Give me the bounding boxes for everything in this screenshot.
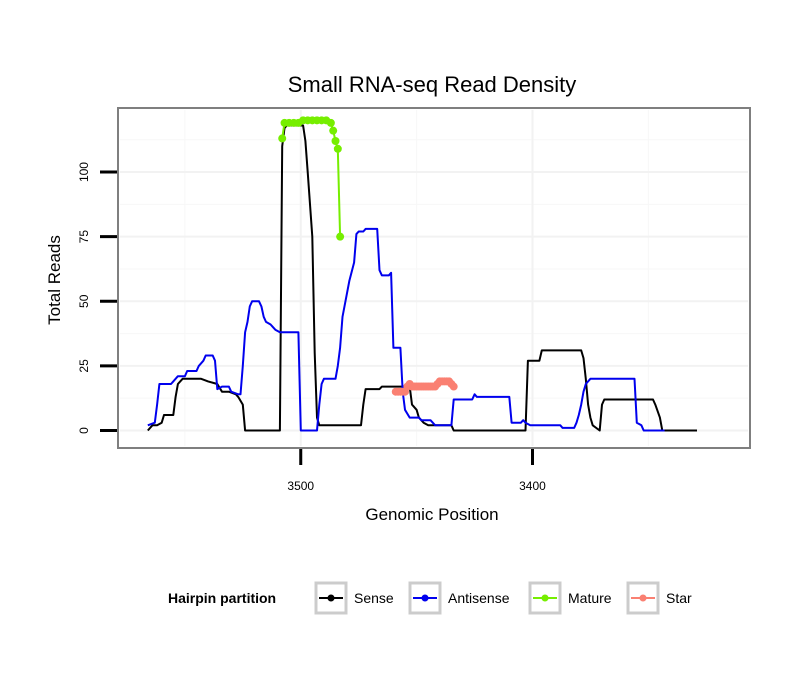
axis-layer: 0 25 50 75 100 3500 3400 xyxy=(77,162,546,493)
mature-point xyxy=(329,126,338,135)
chart-title: Small RNA-seq Read Density xyxy=(288,72,577,97)
legend-label-antisense: Antisense xyxy=(448,590,510,606)
legend-keys: Sense Antisense Mature Star xyxy=(314,581,692,615)
legend: Hairpin partition Sense Antisense Mature St… xyxy=(168,581,692,615)
sense-series-line xyxy=(147,124,697,432)
y-tick-label: 75 xyxy=(77,230,91,244)
mature-point xyxy=(333,144,342,153)
mature-point xyxy=(336,232,345,241)
legend-label-mature: Mature xyxy=(568,590,612,606)
mature-point xyxy=(278,134,287,143)
y-tick-label: 100 xyxy=(77,162,91,182)
legend-title: Hairpin partition xyxy=(168,590,276,606)
y-tick-label: 50 xyxy=(77,294,91,308)
series-layer xyxy=(147,116,697,432)
legend-marker-star xyxy=(639,594,647,602)
plot-panel xyxy=(117,107,751,449)
x-tick-label: 3400 xyxy=(519,479,546,493)
antisense-series-line xyxy=(147,227,665,432)
x-axis-title: Genomic Position xyxy=(365,505,498,524)
legend-marker-mature xyxy=(541,594,549,602)
y-tick-label: 25 xyxy=(77,359,91,373)
star-point xyxy=(449,382,458,391)
y-axis-title: Total Reads xyxy=(45,235,64,325)
legend-marker-antisense xyxy=(421,594,429,602)
legend-label-star: Star xyxy=(666,590,692,606)
legend-label-sense: Sense xyxy=(354,590,394,606)
mature-point xyxy=(326,118,335,127)
mature-point xyxy=(331,137,340,146)
y-tick-label: 0 xyxy=(77,427,91,434)
legend-marker-sense xyxy=(327,594,335,602)
x-tick-label: 3500 xyxy=(287,479,314,493)
